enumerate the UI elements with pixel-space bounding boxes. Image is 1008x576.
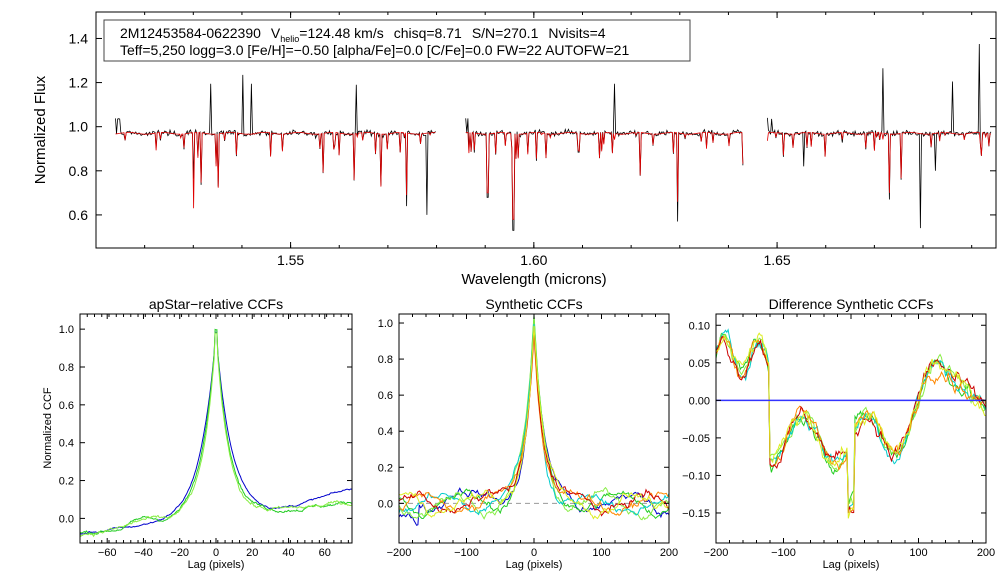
synthetic-ccf-ticks: −200 −100 0 100 200 0.0 0.2 0.4 0.6 0.8 1.0 bbox=[378, 314, 678, 559]
synthetic-ccf-title: Synthetic CCFs bbox=[485, 296, 582, 312]
observed-spectrum-chip-2 bbox=[465, 83, 744, 231]
synthetic-ccf-series-7 bbox=[398, 326, 670, 520]
x-tick-label: 100 bbox=[592, 547, 610, 559]
difference-ccf-series-3 bbox=[715, 328, 987, 510]
y-tick-label: 0.6 bbox=[59, 400, 74, 412]
difference-ccf-xlabel: Lag (pixels) bbox=[823, 559, 880, 571]
difference-ccf-title: Difference Synthetic CCFs bbox=[769, 296, 934, 312]
synthetic-ccf-lines bbox=[398, 315, 670, 526]
synthetic-ccf-series-2 bbox=[398, 315, 670, 520]
y-tick-label: 0.10 bbox=[689, 320, 710, 332]
spectrum-ticks: 1.55 1.60 1.65 0.6 0.8 1.0 1.2 1.4 bbox=[69, 12, 996, 268]
y-tick-label: 0.0 bbox=[59, 513, 74, 525]
x-tick-label: 0 bbox=[213, 547, 219, 559]
nvisits: Nvisits=4 bbox=[548, 25, 605, 41]
x-tick-label: 1.65 bbox=[763, 252, 790, 268]
spectrum-frame bbox=[95, 11, 997, 249]
y-tick-label: 0.0 bbox=[378, 498, 393, 510]
info-line-1: 2M12453584-0622390 Vhelio=124.48 km/s chis… bbox=[120, 25, 606, 44]
y-tick-label: 1.0 bbox=[69, 119, 89, 135]
apstar-ccf-ticks: −60 −40 −20 0 20 40 60 0.0 0.2 0.4 0.6 0.8 1.0 bbox=[59, 314, 352, 559]
y-tick-label: −0.05 bbox=[682, 433, 710, 445]
synthetic-ccf-xlabel: Lag (pixels) bbox=[506, 559, 563, 571]
x-tick-label: 1.60 bbox=[520, 252, 547, 268]
model-spectrum-chip-3 bbox=[767, 131, 992, 193]
x-tick-label: −20 bbox=[170, 547, 189, 559]
y-tick-label: 0.8 bbox=[69, 163, 89, 179]
x-tick-label: 200 bbox=[977, 547, 995, 559]
y-tick-label: 0.4 bbox=[59, 438, 74, 450]
x-tick-label: 0 bbox=[531, 547, 537, 559]
x-tick-label: −40 bbox=[134, 547, 153, 559]
apstar-ccf-series-1 bbox=[79, 331, 353, 535]
difference-ccf-series-4 bbox=[715, 335, 987, 513]
y-tick-label: 0.4 bbox=[378, 426, 393, 438]
apstar-ccf-xlabel: Lag (pixels) bbox=[188, 559, 245, 571]
signal-to-noise: S/N=270.1 bbox=[472, 25, 539, 41]
apstar-ccf-title: apStar−relative CCFs bbox=[149, 296, 283, 312]
difference-ccf-panel: −200 −100 0 100 200 −0.15 −0.10 −0.05 0.00 0.05 0.… bbox=[682, 296, 995, 571]
x-tick-label: −200 bbox=[387, 547, 412, 559]
difference-ccf-ticks: −200 −100 0 100 200 −0.15 −0.10 −0.05 0.00 0.05 0.… bbox=[682, 314, 995, 559]
x-tick-label: 1.55 bbox=[277, 252, 304, 268]
y-tick-label: −0.15 bbox=[682, 508, 710, 520]
x-tick-label: 100 bbox=[909, 547, 927, 559]
x-tick-label: −60 bbox=[98, 547, 117, 559]
y-tick-label: 0.2 bbox=[59, 476, 74, 488]
apstar-ccf-panel: −60 −40 −20 0 20 40 60 0.0 0.2 0.4 0.6 0.8 1.0 apSta… bbox=[42, 296, 353, 571]
x-tick-label: 200 bbox=[660, 547, 678, 559]
synthetic-ccf-series-4 bbox=[398, 323, 670, 516]
difference-ccf-series-2 bbox=[715, 333, 987, 506]
synthetic-ccf-series-1 bbox=[398, 323, 670, 526]
info-box bbox=[103, 19, 691, 62]
difference-ccf-series-1 bbox=[715, 332, 987, 505]
y-tick-label: 0.00 bbox=[689, 395, 710, 407]
synthetic-ccf-series-3 bbox=[398, 317, 670, 521]
spectrum-xlabel: Wavelength (microns) bbox=[461, 271, 606, 288]
spectrum-ylabel: Normalized Flux bbox=[32, 75, 49, 184]
vhelio-value: =124.48 km/s bbox=[299, 25, 383, 41]
y-tick-label: 0.8 bbox=[59, 362, 74, 374]
y-tick-label: 1.0 bbox=[378, 318, 393, 330]
synthetic-ccf-panel: −200 −100 0 100 200 0.0 0.2 0.4 0.6 0.8 1.0 Synthe… bbox=[378, 296, 678, 571]
synthetic-ccf-frame bbox=[398, 313, 670, 544]
apstar-ccf-series-3 bbox=[79, 332, 353, 538]
y-tick-label: 0.8 bbox=[378, 354, 393, 366]
apstar-ccf-frame bbox=[79, 313, 353, 544]
apstar-ccf-series-2 bbox=[79, 328, 353, 535]
y-tick-label: 0.2 bbox=[378, 462, 393, 474]
info-line-2: Teff=5,250 logg=3.0 [Fe/H]=−0.50 [alpha/… bbox=[120, 42, 629, 58]
x-tick-label: −200 bbox=[704, 547, 729, 559]
model-spectrum-chip-2 bbox=[465, 131, 744, 220]
y-tick-label: 1.2 bbox=[69, 75, 89, 91]
difference-ccf-lines bbox=[715, 328, 987, 519]
vhelio-label: V bbox=[271, 25, 281, 41]
vhelio-subscript: helio bbox=[280, 34, 299, 44]
y-tick-label: 0.6 bbox=[69, 207, 89, 223]
synthetic-ccf-series-6 bbox=[398, 329, 670, 517]
model-spectrum-chip-1 bbox=[115, 131, 436, 209]
x-tick-label: 20 bbox=[246, 547, 258, 559]
spectrum-panel: 1.55 1.60 1.65 0.6 0.8 1.0 1.2 1.4 Wavelength (… bbox=[32, 11, 997, 288]
difference-ccf-series-6 bbox=[715, 332, 987, 519]
difference-ccf-series-5 bbox=[715, 335, 987, 514]
y-tick-label: 0.05 bbox=[689, 358, 710, 370]
y-tick-label: 1.0 bbox=[59, 324, 74, 336]
x-tick-label: −100 bbox=[454, 547, 479, 559]
apstar-ccf-ylabel: Normalized CCF bbox=[42, 387, 54, 469]
chisq: chisq=8.71 bbox=[394, 25, 462, 41]
x-tick-label: 60 bbox=[319, 547, 331, 559]
x-tick-label: −100 bbox=[771, 547, 796, 559]
y-tick-label: 1.4 bbox=[69, 30, 89, 46]
synthetic-ccf-series-5 bbox=[398, 334, 670, 516]
spectrum-lines bbox=[115, 43, 992, 231]
apstar-ccf-lines bbox=[79, 328, 353, 538]
star-id: 2M12453584-0622390 bbox=[120, 25, 261, 41]
y-tick-label: 0.6 bbox=[378, 390, 393, 402]
y-tick-label: −0.10 bbox=[682, 470, 710, 482]
x-tick-label: 0 bbox=[848, 547, 854, 559]
x-tick-label: 40 bbox=[282, 547, 294, 559]
